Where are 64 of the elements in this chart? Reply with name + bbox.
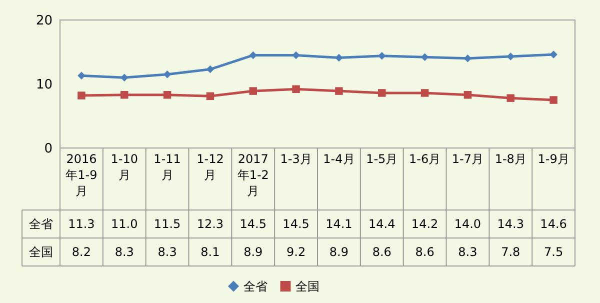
y-tick-label: 0 bbox=[44, 142, 52, 156]
data-label: 11.0 bbox=[111, 217, 138, 231]
data-label: 8.1 bbox=[200, 245, 220, 259]
point bbox=[249, 87, 257, 95]
data-label: 14.1 bbox=[326, 217, 352, 231]
x-tick-label: 2016年1-9月 bbox=[66, 152, 98, 198]
data-label: 14.5 bbox=[240, 217, 266, 231]
x-tick-label: 1-12月 bbox=[196, 152, 224, 182]
point bbox=[378, 52, 386, 60]
data-label: 7.8 bbox=[501, 245, 520, 259]
data-label: 7.5 bbox=[544, 245, 564, 259]
x-tick-label: 1-7月 bbox=[452, 152, 484, 166]
data-label: 11.3 bbox=[68, 217, 95, 231]
data-label: 14.0 bbox=[454, 217, 482, 231]
point bbox=[464, 91, 472, 99]
x-tick-label: 1-11月 bbox=[154, 152, 181, 182]
point bbox=[506, 94, 514, 102]
point bbox=[120, 74, 128, 82]
data-label: 14.4 bbox=[368, 217, 396, 231]
y-tick-label: 10 bbox=[36, 78, 52, 92]
point bbox=[550, 50, 558, 58]
point bbox=[206, 92, 214, 100]
text: 全省 bbox=[29, 217, 53, 231]
point bbox=[120, 91, 128, 99]
point bbox=[163, 91, 172, 99]
data-label: 8.6 bbox=[415, 245, 434, 259]
x-tick-label: 1-10月 bbox=[110, 152, 138, 182]
x-tick-label: 1-5月 bbox=[366, 152, 398, 166]
data-label: 8.3 bbox=[458, 245, 478, 259]
data-label: 14.6 bbox=[540, 217, 567, 231]
point bbox=[378, 89, 386, 97]
data-label: 8.6 bbox=[372, 245, 392, 259]
data-label: 12.3 bbox=[196, 217, 224, 231]
data-label: 14.2 bbox=[411, 217, 438, 231]
data-label: 8.3 bbox=[158, 245, 177, 259]
point bbox=[206, 65, 214, 74]
data-label: 14.5 bbox=[282, 217, 310, 231]
point bbox=[550, 96, 558, 104]
x-tick-label: 1-9月 bbox=[538, 152, 570, 166]
x-tick-label: 1-8月 bbox=[494, 152, 526, 166]
y-tick-label: 20 bbox=[36, 14, 52, 28]
data-label: 8.2 bbox=[72, 245, 92, 259]
data-label: 8.9 bbox=[329, 245, 349, 259]
point bbox=[78, 72, 86, 80]
x-tick-label: 1-6月 bbox=[408, 152, 441, 166]
legend-label: 全省 bbox=[244, 279, 268, 294]
data-label: 11.5 bbox=[154, 217, 181, 231]
x-tick-label: 2017年1-2月 bbox=[237, 152, 269, 198]
legend-label: 全国 bbox=[296, 279, 320, 294]
text: 全国 bbox=[29, 245, 53, 259]
point bbox=[506, 52, 514, 60]
data-label: 14.3 bbox=[497, 217, 524, 231]
point bbox=[292, 85, 300, 93]
point bbox=[420, 89, 429, 97]
point bbox=[78, 92, 86, 100]
x-tick-label: 1-4月 bbox=[323, 152, 355, 166]
point bbox=[163, 70, 172, 78]
x-tick-label: 1-3月 bbox=[280, 152, 312, 166]
data-label: 8.3 bbox=[114, 245, 134, 259]
data-label: 9.2 bbox=[286, 245, 306, 259]
point bbox=[335, 54, 343, 62]
point bbox=[249, 51, 257, 60]
data-label: 8.9 bbox=[244, 245, 263, 259]
point bbox=[335, 87, 343, 95]
